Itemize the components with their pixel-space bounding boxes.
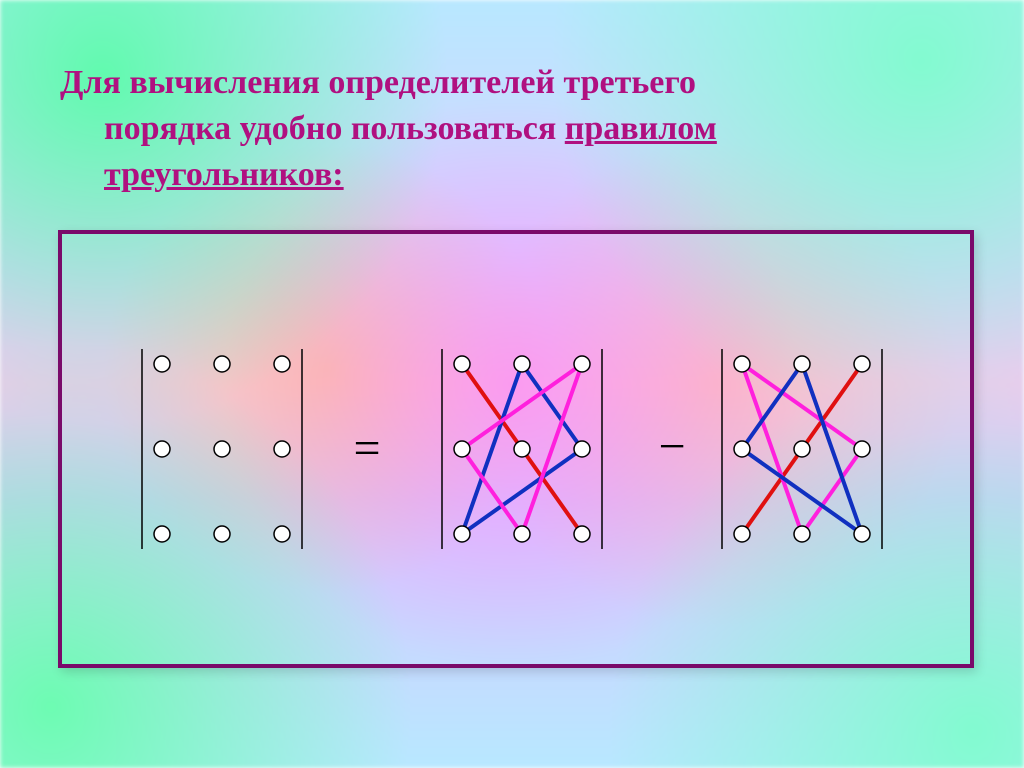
heading-line1: Для вычисления определителей третьего [60,64,696,101]
heading-line2-prefix: порядка удобно пользоваться [104,110,565,147]
svg-text:−: − [658,420,685,473]
page-title: Для вычисления определителей третьего по… [60,60,964,198]
heading-underlined-1: правилом [565,110,717,147]
svg-text:=: = [353,422,380,475]
diagram-panel: =− [58,230,974,668]
triangle-rule-diagram: =− [62,234,970,664]
heading-underlined-2: треугольников: [104,156,344,193]
